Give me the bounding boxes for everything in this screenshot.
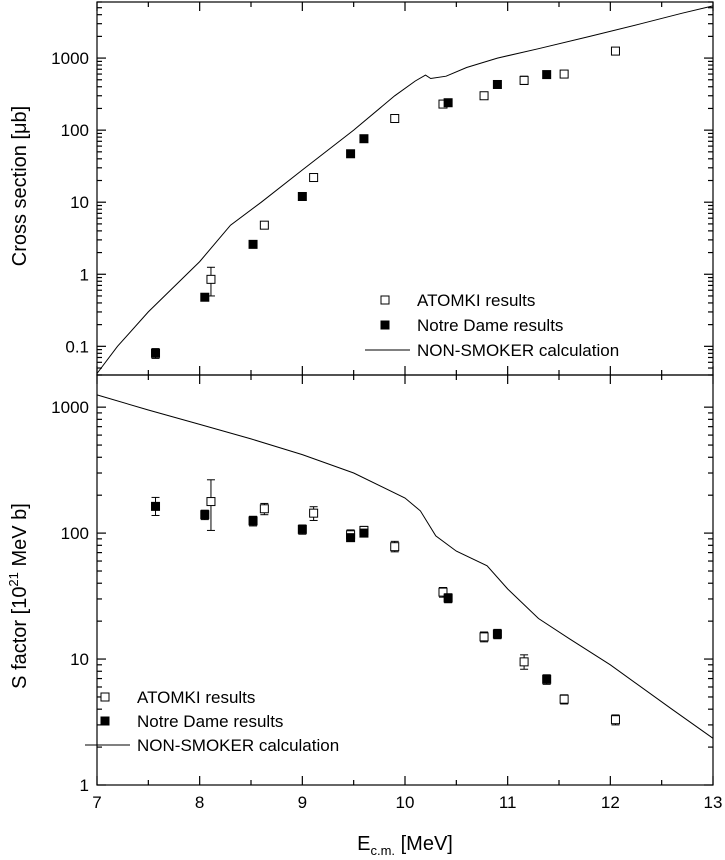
data-point-atomki <box>559 69 569 79</box>
y-tick-label: 10 <box>70 650 89 669</box>
data-point-atomki <box>259 504 269 514</box>
y-axis-title-top-text: Cross section [μb] <box>9 106 31 266</box>
data-point-notre-dame <box>359 134 369 144</box>
data-point-atomki <box>479 632 489 642</box>
y-tick-label: 0.1 <box>65 337 89 356</box>
y-axis-title-bottom: S factor [1021 MeV b] <box>6 503 31 689</box>
x-tick-label: 11 <box>499 793 517 812</box>
data-point-notre-dame <box>359 528 369 538</box>
data-point-notre-dame <box>297 524 307 534</box>
y-tick-label: 100 <box>61 524 89 543</box>
data-point-atomki <box>479 91 489 101</box>
x-tick-label: 10 <box>396 793 415 812</box>
y-axis-title-top: Cross section [μb] <box>9 106 31 266</box>
data-point-notre-dame <box>248 516 258 526</box>
legend-symbol-atomki <box>100 692 110 702</box>
x-tick-label: 8 <box>195 793 204 812</box>
top-panel-cross-section: 0.1 1 10 100 1000 ATOMKI results Notre Dame re… <box>51 1 714 376</box>
legend-label: NON-SMOKER calculation <box>137 736 339 755</box>
data-point-notre-dame <box>443 98 453 108</box>
data-point-notre-dame <box>200 292 210 302</box>
data-point-notre-dame <box>200 510 210 520</box>
legend-label: Notre Dame results <box>417 316 563 335</box>
x-tick-label: 9 <box>298 793 307 812</box>
data-point-atomki <box>390 542 400 552</box>
y-tick-label: 100 <box>61 121 89 140</box>
legend-label: Notre Dame results <box>137 712 283 731</box>
legend-symbol-atomki <box>380 295 390 305</box>
data-point-atomki <box>610 46 620 56</box>
y-tick-label: 10 <box>70 193 89 212</box>
data-point-notre-dame <box>492 629 502 639</box>
data-point-atomki <box>309 508 319 518</box>
legend-symbol-notre-dame <box>100 716 110 726</box>
data-point-atomki <box>259 220 269 230</box>
y-tick-label: 1 <box>80 265 89 284</box>
x-tick-label: 12 <box>601 793 620 812</box>
data-point-atomki <box>390 114 400 124</box>
data-point-notre-dame <box>151 348 161 358</box>
data-point-atomki <box>559 694 569 704</box>
data-point-notre-dame <box>151 501 161 511</box>
x-tick-label: 7 <box>92 793 101 812</box>
series-line-non-smoker <box>96 5 714 374</box>
data-point-notre-dame <box>542 70 552 80</box>
plot-frame <box>96 1 714 376</box>
x-axis-title-text: Ec.m. [MeV] <box>357 833 453 858</box>
data-point-notre-dame <box>542 674 552 684</box>
data-point-notre-dame <box>443 593 453 603</box>
data-point-notre-dame <box>492 79 502 89</box>
x-axis-title: Ec.m. [MeV] <box>357 833 453 858</box>
data-point-notre-dame <box>346 149 356 159</box>
y-tick-label: 1000 <box>51 398 89 417</box>
legend-label: ATOMKI results <box>417 291 535 310</box>
y-axis-title-bottom-text: S factor [1021 MeV b] <box>6 503 31 689</box>
data-point-atomki <box>206 497 216 507</box>
data-point-notre-dame <box>248 239 258 249</box>
data-point-atomki <box>519 75 529 85</box>
data-point-atomki <box>309 173 319 183</box>
y-tick-label: 1000 <box>51 49 89 68</box>
data-point-atomki <box>438 587 448 597</box>
bottom-panel-s-factor: 7 8 9 10 11 12 13 1 10 100 1000 ATOMKI results Notre… <box>51 374 723 812</box>
x-tick-label: 13 <box>704 793 723 812</box>
legend-label: ATOMKI results <box>137 688 255 707</box>
data-point-atomki <box>206 274 216 284</box>
series-line-non-smoker <box>96 394 714 739</box>
data-point-notre-dame <box>297 191 307 201</box>
legend-symbol-notre-dame <box>380 320 390 330</box>
data-point-atomki <box>610 715 620 725</box>
y-tick-label: 1 <box>80 776 89 795</box>
legend-label: NON-SMOKER calculation <box>417 341 619 360</box>
data-point-atomki <box>519 657 529 667</box>
data-point-notre-dame <box>346 533 356 543</box>
